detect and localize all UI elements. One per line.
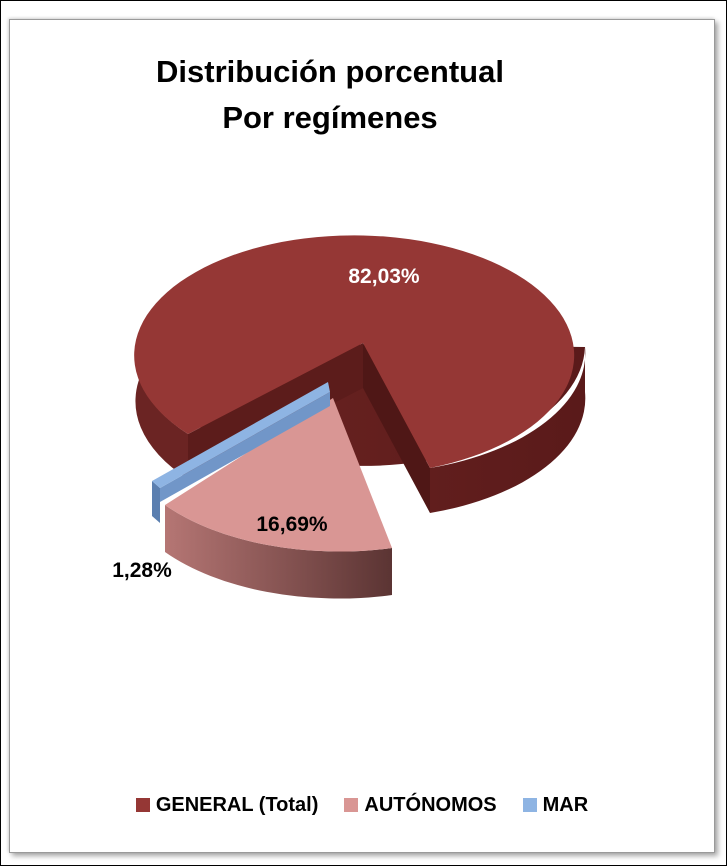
- slice-general-top: [134, 235, 575, 468]
- legend-label-mar: MAR: [542, 793, 589, 816]
- legend-item-mar: MAR: [522, 793, 589, 817]
- chart-area: Distribución porcentual Por regímenes: [9, 19, 715, 853]
- slice-mar-side-front: [160, 392, 330, 502]
- slice-general-cut-wall: [363, 343, 430, 513]
- chart-title: Distribución porcentual: [156, 54, 504, 89]
- legend-label-general: GENERAL (Total): [155, 793, 319, 816]
- slice-autonomos-top: [165, 398, 392, 552]
- legend-item-general: GENERAL (Total): [135, 793, 319, 817]
- legend-swatch-autonomos: [344, 798, 359, 812]
- legend-swatch-mar: [522, 798, 537, 812]
- legend-label-autonomos: AUTÓNOMOS: [364, 793, 497, 816]
- label-autonomos: 16,69%: [256, 513, 328, 536]
- legend-item-autonomos: AUTÓNOMOS: [344, 793, 497, 817]
- chart-subtitle: Por regímenes: [222, 100, 438, 135]
- pie-chart: 82,03% 16,69% 1,28%: [112, 235, 586, 599]
- slice-general-side-left: [135, 325, 188, 479]
- legend-swatch-general: [135, 798, 150, 812]
- chart-legend: GENERAL (Total) AUTÓNOMOS MAR: [10, 790, 714, 820]
- label-mar: 1,28%: [112, 559, 172, 582]
- slice-mar-side: [152, 481, 160, 523]
- slice-autonomos-side: [165, 505, 392, 599]
- label-general: 82,03%: [348, 265, 420, 288]
- slice-mar-top: [152, 382, 330, 488]
